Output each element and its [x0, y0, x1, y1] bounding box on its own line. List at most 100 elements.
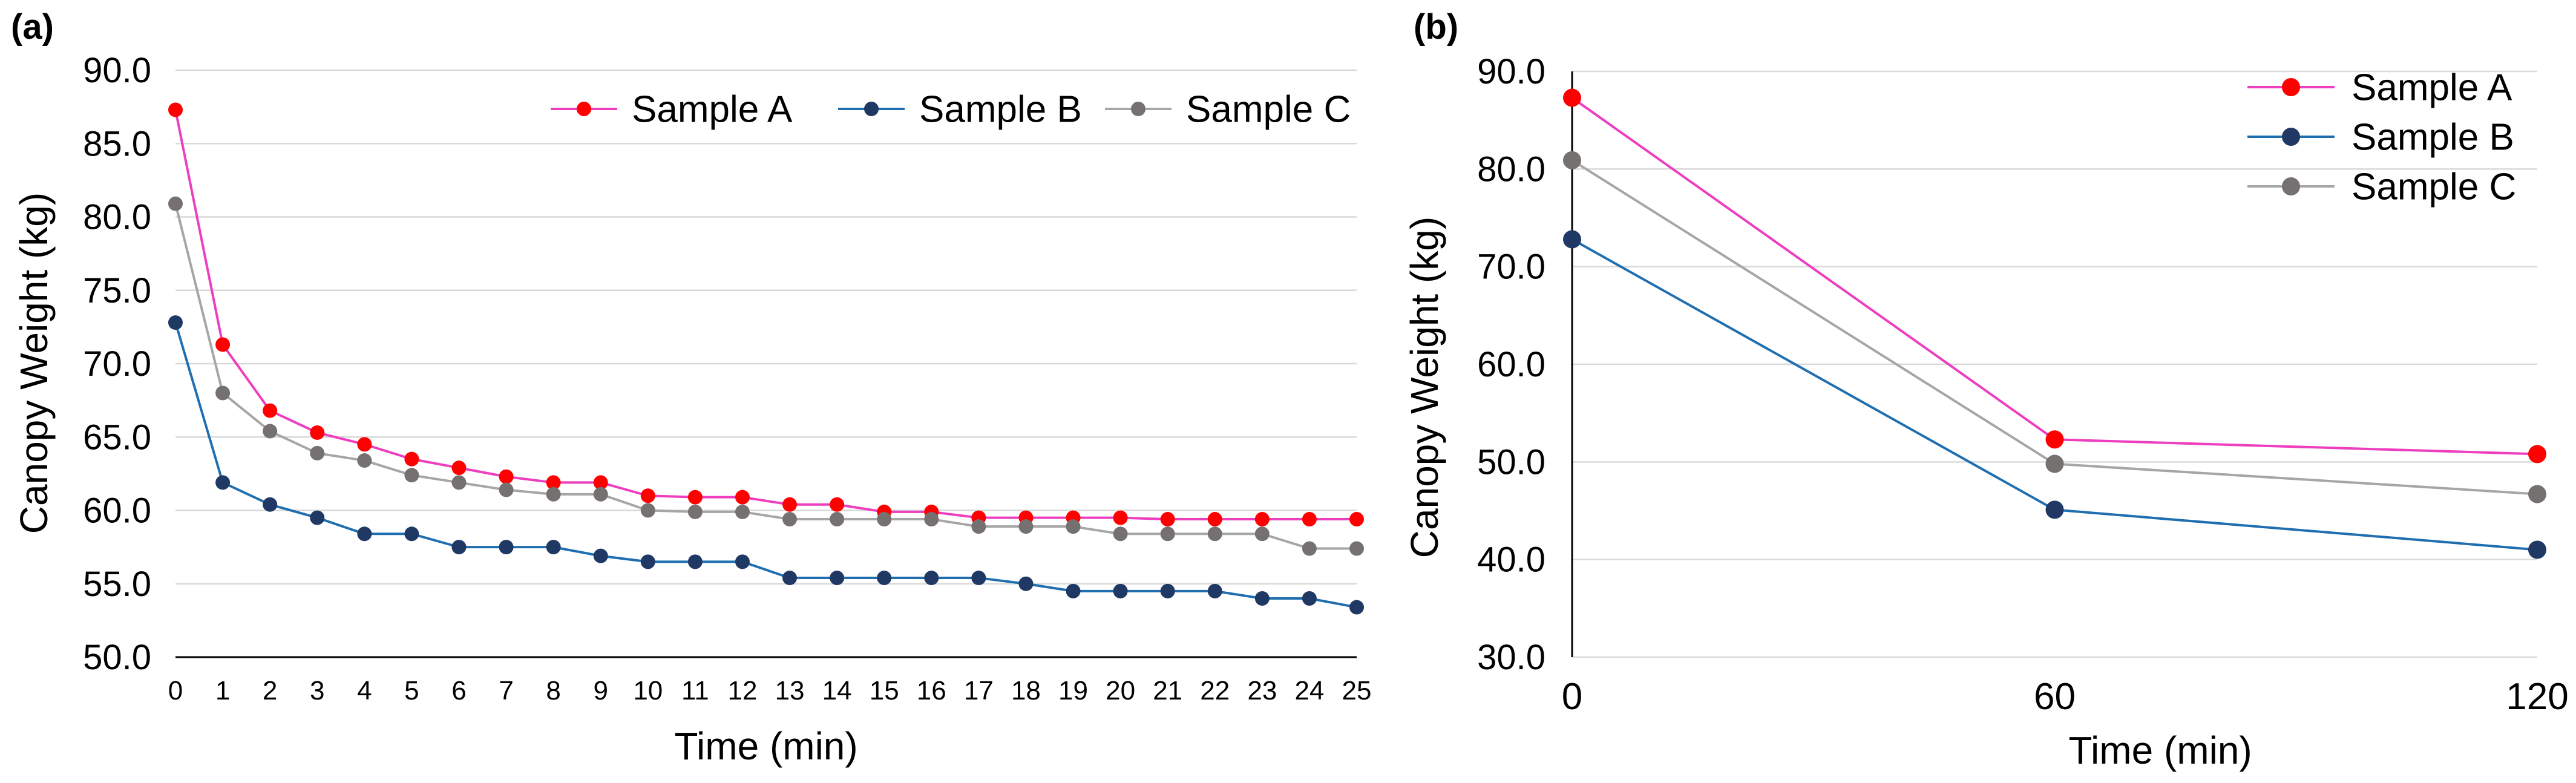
- panel-a-y-tick-label-50-0: 50.0: [83, 638, 151, 677]
- panel-a-x-tick-label-3: 3: [310, 676, 324, 706]
- panel-a-point-sample-a-x9: [593, 475, 608, 490]
- panel-a-point-sample-b-x17: [971, 571, 986, 586]
- panel-a-point-sample-c-x9: [593, 487, 608, 502]
- panel-a-point-sample-b-x0: [168, 315, 183, 330]
- panel-b-label: (b): [1414, 7, 1458, 47]
- panel-a-x-tick-label-9: 9: [593, 676, 608, 706]
- panel-a-point-sample-c-x4: [357, 453, 372, 468]
- panel-a-point-sample-c-x12: [735, 504, 750, 519]
- panel-a-point-sample-a-x1: [215, 337, 231, 352]
- panel-a-point-sample-a-x25: [1349, 512, 1364, 527]
- panel-a-point-sample-b-x7: [499, 540, 514, 555]
- panel-b-legend: Sample A Sample B Sample C: [2247, 67, 2516, 208]
- panel-a-y-tick-label-80-0: 80.0: [83, 198, 151, 237]
- panel-a-point-sample-c-x11: [687, 504, 703, 519]
- panel-a-point-sample-c-x8: [546, 487, 561, 502]
- panel-a-label: (a): [11, 7, 54, 47]
- panel-a-point-sample-b-x25: [1349, 600, 1364, 615]
- panel-a-point-sample-a-x20: [1113, 510, 1128, 525]
- panel-b-y-tick-label-60-0: 60.0: [1477, 345, 1545, 384]
- panel-a-point-sample-b-x18: [1018, 576, 1034, 591]
- panel-b-y-axis-title: Canopy Weight (kg): [1403, 217, 1446, 558]
- panel-a-legend-label-sample-c: Sample C: [1186, 89, 1351, 131]
- panel-a-series-line-sample-b: [174, 322, 1357, 609]
- panel-a-point-sample-a-x0: [168, 102, 183, 117]
- panel-b-y-tick-label-50-0: 50.0: [1477, 442, 1545, 482]
- panel-a-y-tick-label-90-0: 90.0: [83, 51, 151, 90]
- panel-b-point-sample-b-x60: [2045, 500, 2064, 519]
- panel-a-point-sample-c-x13: [782, 512, 798, 527]
- panel-a-point-sample-a-x6: [451, 460, 467, 476]
- panel-a-x-tick-label-2: 2: [263, 676, 277, 706]
- panel-b-y-tick-label-70-0: 70.0: [1477, 247, 1545, 287]
- panel-a-point-sample-c-x18: [1018, 519, 1034, 534]
- panel-a-y-tick-label-65-0: 65.0: [83, 418, 151, 457]
- panel-a-point-sample-c-x0: [168, 196, 183, 211]
- panel-b-legend-marker-sample-c: [2282, 177, 2300, 195]
- panel-a-legend-marker-sample-b: [864, 102, 879, 116]
- panel-b-legend-marker-sample-b: [2282, 128, 2300, 146]
- panel-a-point-sample-b-x24: [1302, 591, 1317, 606]
- panel-a-point-sample-b-x22: [1207, 583, 1222, 598]
- panel-a-legend-label-sample-a: Sample A: [632, 89, 793, 131]
- panel-a-point-sample-c-x3: [310, 445, 325, 460]
- panel-a-point-sample-b-x12: [735, 554, 750, 569]
- panel-a-x-tick-label-21: 21: [1153, 676, 1182, 706]
- panel-a-point-sample-a-x4: [357, 437, 372, 452]
- panel-a-point-sample-c-x10: [640, 503, 655, 518]
- panel-a-y-tick-label-85-0: 85.0: [83, 124, 151, 163]
- panel-b-legend-label-sample-a: Sample A: [2352, 67, 2512, 109]
- panel-a-point-sample-c-x17: [971, 519, 986, 534]
- panel-a-point-sample-a-x14: [830, 497, 845, 512]
- panel-b-legend-marker-sample-a: [2282, 78, 2300, 96]
- panel-a-y-tick-label-55-0: 55.0: [83, 565, 151, 604]
- panel-a-x-tick-label-19: 19: [1058, 676, 1088, 706]
- panel-a-point-sample-a-x8: [546, 475, 561, 490]
- panel-a-x-tick-label-7: 7: [499, 676, 513, 706]
- panel-a-point-sample-b-x20: [1113, 583, 1128, 598]
- panel-a-point-sample-a-x21: [1160, 512, 1175, 527]
- panel-b-legend-label-sample-c: Sample C: [2352, 166, 2516, 208]
- panel-a-x-tick-label-11: 11: [681, 676, 709, 706]
- panel-a-series: [168, 102, 1364, 615]
- panel-a-point-sample-c-x21: [1160, 526, 1175, 542]
- panel-a-y-tick-label-75-0: 75.0: [83, 271, 151, 310]
- panel-a-y-tick-label-70-0: 70.0: [83, 344, 151, 384]
- panel-a-grid: [175, 69, 1357, 658]
- panel-a-point-sample-c-x22: [1207, 526, 1222, 542]
- panel-a-y-tick-label-60-0: 60.0: [83, 491, 151, 531]
- panel-b-legend-label-sample-b: Sample B: [2352, 117, 2514, 159]
- panel-a-x-tick-label-0: 0: [168, 676, 183, 706]
- panel-a-point-sample-b-x10: [640, 554, 655, 569]
- panel-b-point-sample-c-x0: [1563, 151, 1581, 169]
- panel-a-x-tick-label-17: 17: [964, 676, 994, 706]
- panel-b: (b) 90.0 80.0 70.0 60.0 50.0 40.0 30.0 0 60 120 T…: [1403, 7, 2569, 772]
- panel-a-x-tick-label-6: 6: [451, 676, 466, 706]
- panel-a-point-sample-a-x10: [640, 488, 655, 503]
- panel-a-x-tick-label-5: 5: [404, 676, 419, 706]
- panel-b-point-sample-a-x0: [1563, 88, 1581, 107]
- panel-a-point-sample-b-x4: [357, 526, 372, 542]
- panel-a-x-tick-label-24: 24: [1294, 676, 1324, 706]
- panel-b-x-tick-label-60: 60: [2034, 676, 2076, 718]
- panel-a-ticks: 90.085.080.075.070.065.060.055.050.00 1 2 3…: [83, 51, 1371, 706]
- panel-a: (a) 90.0 85.0 80.0 75.0 70.0 65.0 60.0 55.0 50.0…: [11, 7, 1371, 768]
- panel-a-point-sample-b-x2: [263, 497, 278, 512]
- panel-b-point-sample-a-x60: [2045, 430, 2064, 449]
- panel-b-x-tick-label-120: 120: [2506, 676, 2568, 718]
- panel-a-point-sample-a-x12: [735, 490, 750, 505]
- panel-b-point-sample-c-x120: [2528, 485, 2546, 503]
- panel-a-series-line-sample-c: [174, 203, 1357, 550]
- panel-a-y-axis-title: Canopy Weight (kg): [12, 192, 56, 534]
- panel-a-point-sample-a-x23: [1254, 512, 1270, 527]
- panel-a-point-sample-c-x15: [877, 512, 892, 527]
- panel-a-series-line-sample-a: [174, 110, 1357, 521]
- panel-a-legend-marker-sample-c: [1131, 102, 1145, 116]
- panel-b-point-sample-a-x120: [2528, 445, 2546, 464]
- panel-a-point-sample-b-x8: [546, 540, 561, 555]
- panel-b-series: [1563, 88, 2546, 559]
- panel-a-point-sample-c-x23: [1254, 526, 1270, 542]
- panel-a-point-sample-c-x16: [924, 512, 939, 527]
